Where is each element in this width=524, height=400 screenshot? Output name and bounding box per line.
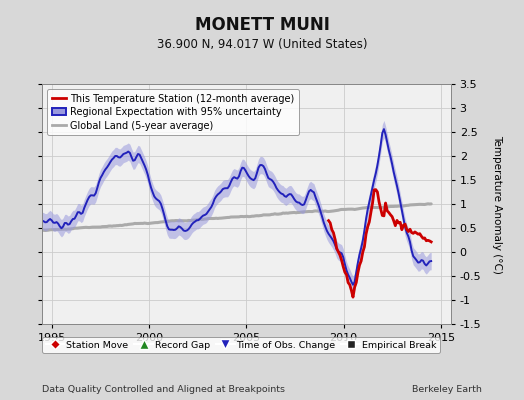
Y-axis label: Temperature Anomaly (°C): Temperature Anomaly (°C) <box>493 134 503 274</box>
Legend: Station Move, Record Gap, Time of Obs. Change, Empirical Break: Station Move, Record Gap, Time of Obs. C… <box>42 337 440 353</box>
Text: Berkeley Earth: Berkeley Earth <box>412 386 482 394</box>
Legend: This Temperature Station (12-month average), Regional Expectation with 95% uncer: This Temperature Station (12-month avera… <box>47 89 299 135</box>
Text: MONETT MUNI: MONETT MUNI <box>194 16 330 34</box>
Text: Data Quality Controlled and Aligned at Breakpoints: Data Quality Controlled and Aligned at B… <box>42 386 285 394</box>
Text: 36.900 N, 94.017 W (United States): 36.900 N, 94.017 W (United States) <box>157 38 367 51</box>
